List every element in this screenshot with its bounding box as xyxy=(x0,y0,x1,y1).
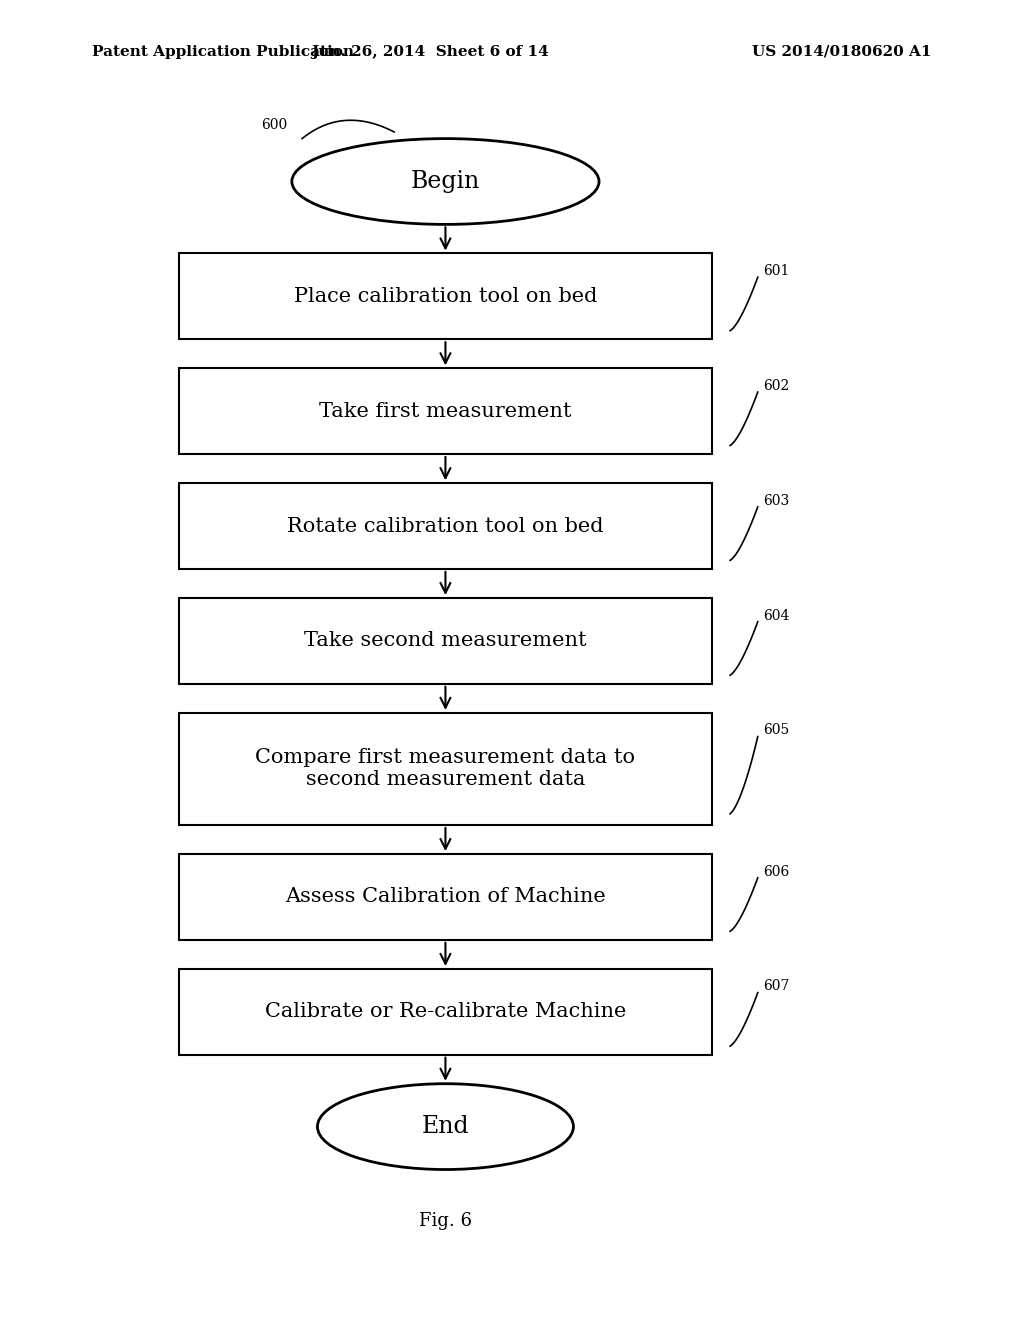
Text: Calibrate or Re-calibrate Machine: Calibrate or Re-calibrate Machine xyxy=(265,1002,626,1022)
Text: Rotate calibration tool on bed: Rotate calibration tool on bed xyxy=(287,516,604,536)
Text: 606: 606 xyxy=(763,865,790,879)
Text: 601: 601 xyxy=(763,264,790,279)
Text: Begin: Begin xyxy=(411,170,480,193)
Text: 607: 607 xyxy=(763,979,790,994)
Text: US 2014/0180620 A1: US 2014/0180620 A1 xyxy=(753,45,932,59)
Text: 602: 602 xyxy=(763,379,790,393)
Text: 603: 603 xyxy=(763,494,790,508)
Text: Compare first measurement data to
second measurement data: Compare first measurement data to second… xyxy=(255,748,636,789)
Text: Place calibration tool on bed: Place calibration tool on bed xyxy=(294,286,597,306)
Text: 604: 604 xyxy=(763,609,790,623)
Text: 600: 600 xyxy=(261,117,288,132)
Text: Fig. 6: Fig. 6 xyxy=(419,1212,472,1230)
Text: Take first measurement: Take first measurement xyxy=(319,401,571,421)
Text: 605: 605 xyxy=(763,723,790,738)
Text: End: End xyxy=(422,1115,469,1138)
Text: Jun. 26, 2014  Sheet 6 of 14: Jun. 26, 2014 Sheet 6 of 14 xyxy=(311,45,549,59)
Text: Assess Calibration of Machine: Assess Calibration of Machine xyxy=(285,887,606,907)
Text: Patent Application Publication: Patent Application Publication xyxy=(92,45,354,59)
Text: Take second measurement: Take second measurement xyxy=(304,631,587,651)
